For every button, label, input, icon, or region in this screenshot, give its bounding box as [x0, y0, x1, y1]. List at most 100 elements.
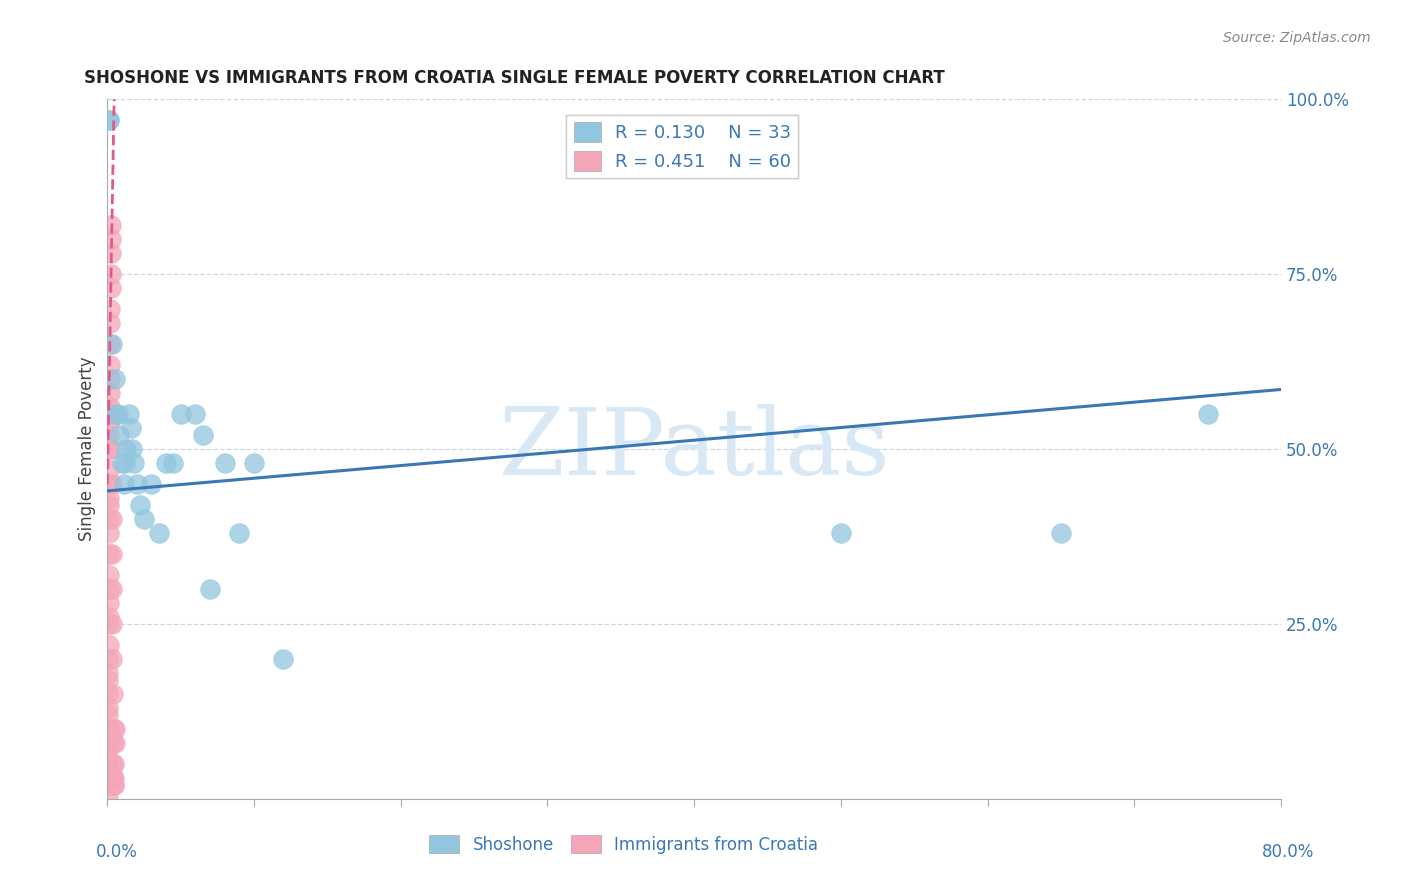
Point [100, 267, 122, 281]
Y-axis label: Single Female Poverty: Single Female Poverty [79, 357, 96, 541]
Point [97, 638, 120, 652]
Point [98, 442, 121, 456]
Point [191, 428, 214, 442]
Point [101, 722, 124, 736]
Point [97, 700, 120, 714]
Point [103, 778, 125, 792]
Point [97, 616, 120, 631]
Point [103, 771, 125, 785]
Point [100, 442, 122, 456]
Point [98, 337, 121, 351]
Point [98, 491, 121, 505]
Point [104, 736, 127, 750]
Point [103, 778, 125, 792]
Point [98, 372, 121, 386]
Point [103, 771, 125, 785]
Point [132, 512, 155, 526]
Point [100, 477, 122, 491]
Point [98, 512, 121, 526]
Point [101, 547, 124, 561]
Point [98, 428, 121, 442]
Point [101, 616, 124, 631]
Point [97, 567, 120, 582]
Point [97, 707, 120, 722]
Point [214, 456, 236, 470]
Point [1197, 407, 1219, 421]
Point [101, 582, 124, 596]
Point [1050, 525, 1073, 540]
Point [101, 652, 124, 666]
Point [162, 456, 184, 470]
Point [97, 673, 120, 687]
Point [97, 113, 120, 128]
Point [97, 596, 120, 610]
Point [830, 525, 852, 540]
Point [98, 400, 121, 414]
Point [104, 372, 127, 386]
Point [97, 756, 120, 771]
Point [104, 722, 127, 736]
Point [101, 756, 124, 771]
Point [97, 652, 120, 666]
Point [100, 407, 122, 421]
Point [97, 771, 120, 785]
Point [243, 456, 266, 470]
Point [98, 316, 121, 330]
Legend: R = 0.130    N = 33, R = 0.451    N = 60: R = 0.130 N = 33, R = 0.451 N = 60 [567, 115, 799, 178]
Point [98, 498, 121, 512]
Point [122, 456, 145, 470]
Point [98, 414, 121, 428]
Point [107, 407, 129, 421]
Point [97, 582, 120, 596]
Point [98, 477, 121, 491]
Point [101, 337, 124, 351]
Point [118, 407, 141, 421]
Point [155, 456, 177, 470]
Point [111, 456, 134, 470]
Point [97, 736, 120, 750]
Point [148, 525, 170, 540]
Point [100, 232, 122, 246]
Point [97, 791, 120, 805]
Point [101, 512, 124, 526]
Point [108, 428, 131, 442]
Point [97, 547, 120, 561]
Point [105, 407, 128, 421]
Point [114, 456, 136, 470]
Point [97, 778, 120, 792]
Point [103, 756, 125, 771]
Text: SHOSHONE VS IMMIGRANTS FROM CROATIA SINGLE FEMALE POVERTY CORRELATION CHART: SHOSHONE VS IMMIGRANTS FROM CROATIA SING… [84, 69, 945, 87]
Point [112, 477, 135, 491]
Point [100, 246, 122, 260]
Point [97, 113, 120, 128]
Point [97, 749, 120, 764]
Point [97, 610, 120, 624]
Point [228, 525, 250, 540]
Point [141, 477, 163, 491]
Point [98, 463, 121, 477]
Text: 80.0%: 80.0% [1263, 843, 1315, 861]
Point [115, 442, 138, 456]
Point [121, 442, 143, 456]
Point [100, 218, 122, 232]
Text: 0.0%: 0.0% [96, 843, 138, 861]
Text: ZIPatlas: ZIPatlas [498, 404, 890, 494]
Point [184, 407, 207, 421]
Point [98, 358, 121, 372]
Point [128, 498, 150, 512]
Point [125, 477, 148, 491]
Text: Source: ZipAtlas.com: Source: ZipAtlas.com [1223, 31, 1371, 45]
Point [198, 582, 221, 596]
Point [97, 525, 120, 540]
Point [101, 687, 124, 701]
Point [100, 281, 122, 295]
Point [100, 301, 122, 316]
Point [97, 722, 120, 736]
Point [101, 736, 124, 750]
Point [120, 421, 142, 435]
Point [97, 687, 120, 701]
Point [170, 407, 193, 421]
Point [97, 665, 120, 680]
Point [98, 386, 121, 401]
Point [273, 652, 295, 666]
